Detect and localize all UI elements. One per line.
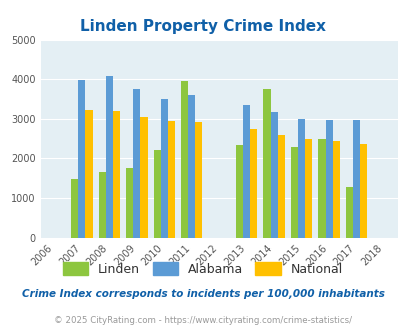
Bar <box>140 117 147 238</box>
Bar <box>71 179 78 238</box>
Legend: Linden, Alabama, National: Linden, Alabama, National <box>58 257 347 281</box>
Bar <box>113 111 120 238</box>
Bar <box>126 168 133 238</box>
Bar <box>318 139 325 238</box>
Bar <box>290 147 297 238</box>
Bar <box>345 187 352 238</box>
Text: Linden Property Crime Index: Linden Property Crime Index <box>80 19 325 34</box>
Bar <box>235 145 243 238</box>
Bar <box>263 89 270 238</box>
Bar <box>105 76 113 238</box>
Bar <box>277 135 284 238</box>
Bar <box>270 112 277 238</box>
Bar <box>297 119 305 238</box>
Text: Crime Index corresponds to incidents per 100,000 inhabitants: Crime Index corresponds to incidents per… <box>21 289 384 299</box>
Bar <box>243 105 249 238</box>
Bar <box>153 150 160 238</box>
Bar <box>85 110 92 238</box>
Bar <box>167 121 175 238</box>
Bar <box>325 119 332 238</box>
Bar <box>188 95 195 238</box>
Bar <box>98 172 105 238</box>
Bar <box>305 139 311 238</box>
Bar <box>359 144 367 238</box>
Bar <box>181 81 188 238</box>
Bar <box>78 81 85 238</box>
Bar <box>195 122 202 238</box>
Bar <box>332 141 339 238</box>
Bar <box>249 129 257 238</box>
Bar <box>160 99 167 238</box>
Bar <box>133 89 140 238</box>
Text: © 2025 CityRating.com - https://www.cityrating.com/crime-statistics/: © 2025 CityRating.com - https://www.city… <box>54 315 351 325</box>
Bar <box>352 120 359 238</box>
